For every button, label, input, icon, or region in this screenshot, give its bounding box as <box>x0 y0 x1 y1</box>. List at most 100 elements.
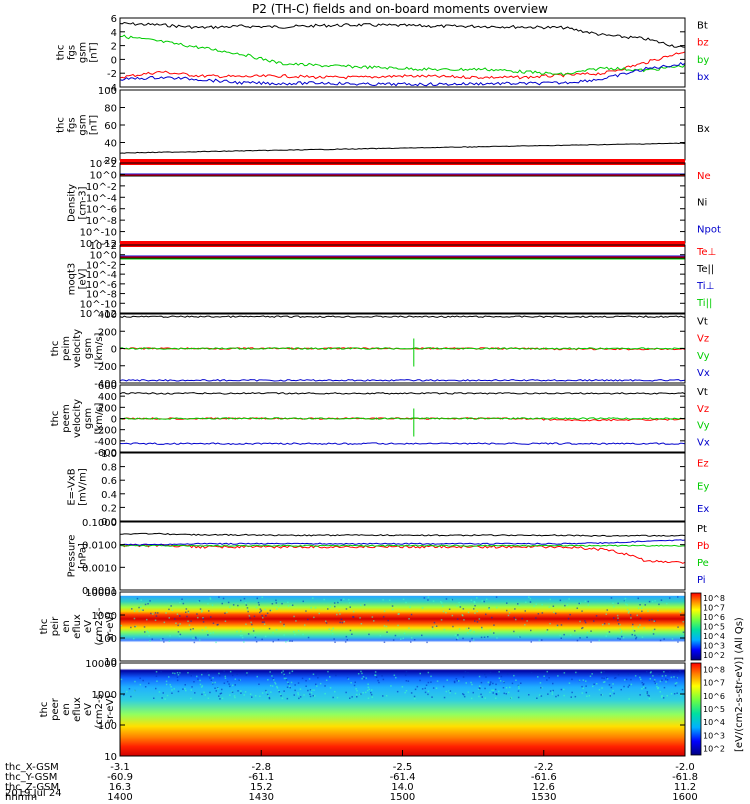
legend-bx: bx <box>697 72 709 83</box>
legend-Vy: Vy <box>697 421 710 432</box>
legend-Ey: Ey <box>697 481 709 492</box>
time-axis-value: 1400 <box>107 792 132 800</box>
spectrogram <box>120 592 685 661</box>
panel-2: 10^210^010^-210^-410^-610^-810^-1010^-12… <box>67 159 721 250</box>
y-axis-label: thc <box>50 341 61 357</box>
y-axis-label: Density <box>67 184 78 222</box>
y-tick-label: 0 <box>111 55 117 66</box>
panel-frame <box>119 244 686 314</box>
y-axis-label: gsm <box>83 408 94 429</box>
y-axis-label: [eV] <box>78 269 89 290</box>
time-axis-value: -2.0 <box>675 762 695 773</box>
y-axis-label: [mV/m] <box>78 468 89 506</box>
y-tick-label: 10 <box>104 657 117 668</box>
y-tick-label: 100 <box>98 634 117 645</box>
y-tick-label: 10^2 <box>90 241 117 252</box>
panel-4: 400 200 0 -200 -400 thc peim velocity gsm [km/s] V… <box>50 310 710 390</box>
colorbar-tick: 10^6 <box>703 692 725 701</box>
y-tick-label: 0.0 <box>101 517 117 528</box>
colorbar-tick: 10^5 <box>703 705 725 714</box>
y-tick-label: -200 <box>94 426 117 437</box>
y-tick-label: -400 <box>94 379 117 390</box>
panel-8: 10000 1000 100 10 thc peir en eflux eV (cm2-s-sr-… <box>39 588 686 668</box>
y-tick-label: 10^0 <box>90 251 117 262</box>
panel-9: 10000 1000 100 10 thc peer en eflux eV (cm2-s-sr-… <box>39 659 686 763</box>
legend-Vx: Vx <box>697 437 710 448</box>
y-tick-label: -600 <box>94 448 117 459</box>
series-line-Bx <box>119 142 686 154</box>
y-axis-label: thc <box>39 702 50 718</box>
legend-Vz: Vz <box>697 334 709 345</box>
colorbar-tick: 10^2 <box>703 651 725 660</box>
y-tick-label: 0.0001 <box>82 586 117 597</box>
y-axis-label: en <box>61 620 72 633</box>
colorbar-tick: 10^4 <box>703 632 725 641</box>
time-axis-value: 1600 <box>672 792 697 800</box>
y-tick-label: 10^-12 <box>80 309 117 320</box>
time-axis: thc_X-GSM -3.1 -2.8 -2.5 -2.2 -2.0 thc_Y-GSM -6… <box>5 750 698 803</box>
y-axis-label: peer <box>50 697 61 721</box>
y-tick-label: 80 <box>104 104 117 115</box>
y-axis-label: en <box>61 703 72 716</box>
y-tick-label: 10^-8 <box>86 290 117 301</box>
y-tick-label: 0.1000 <box>82 518 117 529</box>
panel-frame <box>119 89 686 161</box>
y-tick-label: 60 <box>104 121 117 132</box>
y-tick-label: 1000 <box>92 690 117 701</box>
y-axis-label: [km/s] <box>94 332 105 364</box>
legend-Ti⊥: Ti⊥ <box>696 281 714 292</box>
y-axis-label: thc <box>56 117 67 133</box>
y-tick-label: 10^-12 <box>80 239 117 250</box>
y-axis-label: thc <box>50 411 61 427</box>
panel-frame <box>119 521 686 591</box>
time-axis-value: -61.6 <box>531 772 557 783</box>
y-axis-label: moqt3 <box>67 263 78 296</box>
y-tick-label: 10^2 <box>90 159 117 170</box>
y-tick-label: 400 <box>98 310 117 321</box>
time-axis-value: 12.6 <box>533 782 555 793</box>
y-tick-label: 10 <box>104 752 117 763</box>
colorbar-tick: 10^7 <box>703 603 725 612</box>
legend-Vt: Vt <box>697 316 708 327</box>
series-line-by <box>120 34 686 76</box>
legend-Pb: Pb <box>697 541 709 552</box>
y-tick-label: 0.0010 <box>82 563 117 574</box>
legend-Pt: Pt <box>697 524 707 535</box>
colorbar-tick: 10^5 <box>703 623 725 632</box>
series-line-Bt <box>119 21 686 48</box>
y-axis-label: peem <box>61 404 72 432</box>
series-line-Pe <box>119 544 685 547</box>
y-axis-label: thc <box>39 619 50 635</box>
legend-Ex: Ex <box>697 504 709 515</box>
saturated-band <box>120 241 685 247</box>
y-tick-label: 200 <box>98 327 117 338</box>
y-tick-label: 0.4 <box>101 490 117 501</box>
y-tick-label: -400 <box>94 437 117 448</box>
colorbar-tick: 10^2 <box>703 744 725 753</box>
colorbar-tick: 10^8 <box>703 594 725 603</box>
legend-Npot: Npot <box>697 224 721 235</box>
y-axis-label: velocity <box>72 399 83 438</box>
colorbar-tick: 10^6 <box>703 613 725 622</box>
y-axis-label: (cm2-s- <box>94 690 105 728</box>
time-axis-value: -61.8 <box>672 772 698 783</box>
legend-by: by <box>697 55 709 66</box>
y-tick-label: 0.8 <box>101 463 117 474</box>
time-axis-row-label: hhmm <box>5 792 37 800</box>
time-axis-value: 1430 <box>249 792 274 800</box>
time-axis-value: -2.2 <box>534 762 554 773</box>
y-tick-label: 6 <box>111 14 117 25</box>
colorbar-tick: 10^3 <box>703 642 725 651</box>
y-tick-label: 40 <box>104 139 117 150</box>
y-tick-label: 10^-6 <box>86 205 117 216</box>
y-tick-label: 10^-2 <box>86 182 117 193</box>
y-tick-label: 0 <box>111 415 117 426</box>
panel-6: 1.0 0.8 0.6 0.4 0.2 0.0 E=-VxB [mV/m] Ez Ey Ex <box>67 449 710 528</box>
series-line-Vt <box>119 315 686 318</box>
time-axis-row-label: thc_X-GSM <box>5 762 59 773</box>
date-label: 2019 Jul 24 <box>5 788 62 799</box>
time-axis-row-label: thc_Y-GSM <box>5 772 57 783</box>
time-axis-value: -2.5 <box>393 762 413 773</box>
y-axis-label: velocity <box>72 329 83 368</box>
